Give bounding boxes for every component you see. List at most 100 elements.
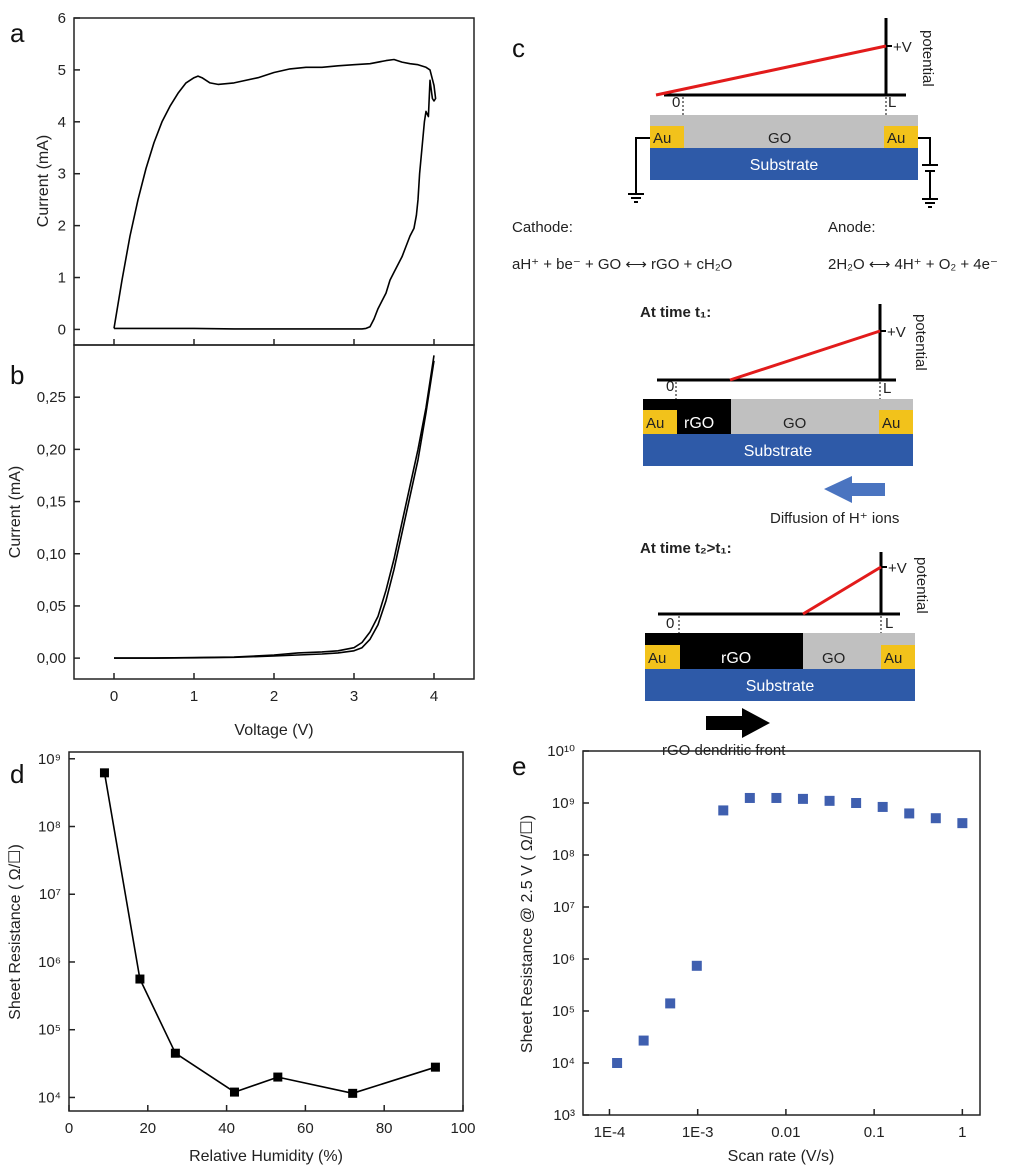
plot-d-ytick-label: 10⁴ [38, 1089, 61, 1106]
au-right [881, 645, 915, 669]
svg-text:+V: +V [887, 324, 906, 341]
plot-d-frame [68, 751, 464, 1112]
plot-d-xtick-label: 100 [450, 1120, 475, 1137]
panel-label-c: c [512, 33, 525, 63]
plot-b-ytick-label: 0,20 [37, 441, 66, 458]
plot-e-ylabel: Sheet Resistance @ 2.5 V ( Ω/☐) [519, 815, 536, 1053]
plot-d-point [430, 1062, 440, 1072]
plot-d-point [348, 1088, 358, 1098]
potential-label: potential [919, 30, 936, 87]
plot-b-ytick-label: 0,10 [37, 546, 66, 563]
substrate-layer [650, 148, 918, 180]
arrow-right-icon [706, 708, 770, 738]
plot-e-frame [582, 750, 981, 1116]
plot-d-xlabel: Relative Humidity (%) [189, 1148, 343, 1165]
panel-e: e 10³ 10⁴ 10⁵ 10⁶ 10⁷ 10⁸ 10⁹ 10¹⁰ 1E-4 1E-3 0.01… [512, 743, 981, 1165]
plot-a-ytick-label: 0 [58, 321, 66, 338]
panel-d: d 10⁴ 10⁵ 10⁶ 10⁷ 10⁸ 10⁹ 0 20 40 60 80 100 Sheet … [7, 751, 476, 1165]
ground-left-wire [635, 137, 650, 193]
plot-e-ytick-label: 10⁹ [552, 795, 575, 812]
plot-e-ytick-label: 10³ [553, 1107, 575, 1124]
plot-d-series [99, 768, 440, 1098]
plot-e-ytick-label: 10⁶ [552, 951, 575, 968]
panel-c-schematic: c +V potential 0 L Au Au GO Substrate [512, 18, 998, 759]
plot-d-ytick-label: 10⁵ [38, 1022, 61, 1039]
plot-e-xtick-label: 0.01 [771, 1124, 800, 1141]
plot-e-y-ticks: 10³ 10⁴ 10⁵ 10⁶ 10⁷ 10⁸ 10⁹ 10¹⁰ [547, 743, 589, 1124]
plot-a-series [113, 58, 437, 330]
plot-b-ytick-label: 0,05 [37, 598, 66, 615]
substrate-layer [643, 434, 913, 466]
svg-text:Au: Au [884, 650, 902, 667]
panel-label-a: a [10, 18, 25, 48]
plot-d-series-line-0 [103, 772, 436, 1095]
plot-d-point [273, 1072, 283, 1082]
plot-d-xtick-label: 80 [376, 1120, 393, 1137]
plot-e-point [771, 792, 782, 803]
plot-a-ytick-label: 4 [58, 114, 66, 131]
device-time2: +V potential 0 L Au Au rGO GO Substrate [645, 552, 930, 701]
svg-text:Au: Au [646, 415, 664, 432]
go-label: GO [822, 650, 845, 667]
panel-label-d: d [10, 759, 24, 789]
potential-label: potential [913, 557, 930, 614]
plot-b-series-line-1 [114, 360, 435, 659]
plot-d-ytick-label: 10⁹ [38, 751, 61, 768]
plot-e-point [691, 960, 702, 971]
plot-e-point [851, 798, 862, 808]
plot-b-ylabel: Current (mA) [7, 466, 24, 558]
plot-b-frame [73, 344, 475, 680]
plot-d-x-ticks: 0 20 40 60 80 100 [65, 1105, 476, 1137]
plot-d-xtick-label: 0 [65, 1120, 73, 1137]
svg-text:Substrate: Substrate [746, 678, 815, 695]
au-left [645, 645, 680, 669]
svg-text:0: 0 [666, 378, 674, 395]
plot-d-point [99, 768, 109, 778]
rgo-label: rGO [721, 650, 751, 667]
plot-e-ytick-label: 10¹⁰ [547, 743, 575, 760]
plot-e-point [612, 1058, 623, 1068]
potential-profile-line [729, 329, 881, 382]
plot-e-point [665, 998, 676, 1009]
anode-equation: 2H₂O ⟷ 4H⁺ + O₂ + 4e⁻ [828, 256, 998, 273]
zero-label: 0 [672, 94, 680, 111]
substrate-label: Substrate [750, 157, 819, 174]
plot-b-xlabel: Voltage (V) [234, 722, 313, 739]
plot-b-xtick-label: 3 [350, 688, 358, 705]
plus-v-label: +V [893, 39, 912, 56]
svg-text:0: 0 [666, 615, 674, 632]
device-time1: +V potential 0 L Au Au rGO GO Substrate [643, 304, 929, 466]
plot-e-xtick-label: 1E-3 [682, 1124, 714, 1141]
au-left [650, 126, 684, 148]
plot-b-series [114, 355, 435, 659]
plot-d-point [229, 1087, 239, 1097]
cathode-equation: aH⁺ + be⁻ + GO ⟷ rGO + cH₂O [512, 256, 732, 273]
plot-a-ylabel: Current (mA) [35, 135, 52, 227]
svg-text:Au: Au [648, 650, 666, 667]
plot-e-point [718, 805, 729, 816]
potential-label: potential [912, 314, 929, 371]
source-wire [918, 137, 931, 164]
plot-d-point [135, 974, 145, 984]
plot-e-point [904, 808, 915, 819]
au-left-label: Au [653, 130, 671, 147]
plot-d-y-ticks: 10⁴ 10⁵ 10⁶ 10⁷ 10⁸ 10⁹ [38, 751, 75, 1106]
plot-e-xtick-label: 1E-4 [594, 1124, 626, 1141]
go-label: GO [768, 130, 791, 147]
substrate-layer [645, 669, 915, 701]
rgo-label: rGO [684, 415, 714, 432]
plot-e-ytick-label: 10⁸ [552, 847, 575, 864]
plot-b-xtick-label: 1 [190, 688, 198, 705]
au-right [879, 410, 913, 434]
plot-a-y-ticks: 0 1 2 3 4 5 6 [58, 10, 80, 338]
plot-e-xtick-label: 1 [958, 1124, 966, 1141]
panel-label-b: b [10, 360, 24, 390]
plot-b-y-ticks: 0,00 0,05 0,10 0,15 0,20 0,25 [37, 389, 80, 667]
plot-e-point [744, 792, 755, 803]
plot-e-xlabel: Scan rate (V/s) [728, 1148, 835, 1165]
diffusion-label: Diffusion of H⁺ ions [770, 510, 899, 527]
time1-label: At time t₁: [640, 304, 711, 321]
length-label: L [888, 94, 896, 111]
plot-e-ytick-label: 10⁷ [553, 899, 575, 916]
